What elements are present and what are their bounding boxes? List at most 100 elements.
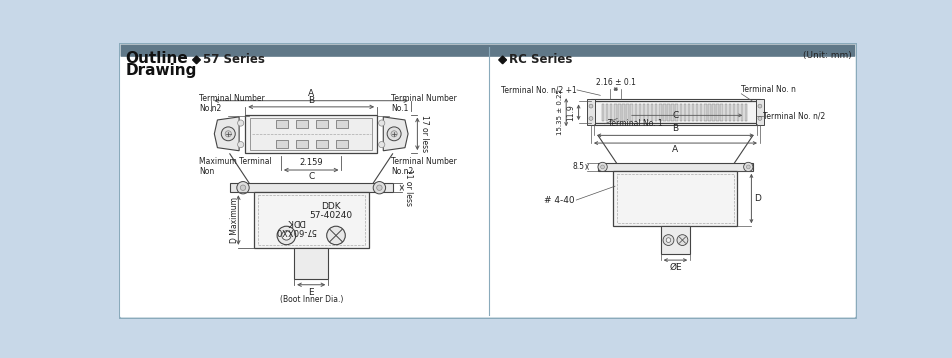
Text: D: D xyxy=(755,194,762,203)
Text: 2.159: 2.159 xyxy=(299,158,323,167)
Bar xyxy=(258,195,365,245)
Text: Terminal No. n: Terminal No. n xyxy=(742,86,796,95)
Bar xyxy=(664,104,665,121)
Circle shape xyxy=(238,120,244,126)
Text: Terminal Number
No.1: Terminal Number No.1 xyxy=(391,94,457,113)
Text: E: E xyxy=(308,288,314,297)
Text: Outline: Outline xyxy=(126,51,188,66)
Text: # 4-40: # 4-40 xyxy=(545,195,575,204)
Text: C: C xyxy=(672,111,679,120)
Bar xyxy=(684,104,686,121)
Bar xyxy=(623,104,625,121)
Bar xyxy=(687,104,690,121)
Bar xyxy=(643,104,645,121)
Text: Terminal Number
No.n2: Terminal Number No.n2 xyxy=(391,157,457,176)
Circle shape xyxy=(240,185,246,190)
Bar xyxy=(692,104,694,121)
Circle shape xyxy=(758,116,762,120)
Bar xyxy=(275,140,288,148)
Bar xyxy=(316,120,328,128)
Circle shape xyxy=(237,182,249,194)
Bar xyxy=(696,104,699,121)
Circle shape xyxy=(589,104,593,108)
Text: B: B xyxy=(308,96,314,105)
Text: Drawing: Drawing xyxy=(126,63,196,78)
Bar xyxy=(594,101,757,123)
Bar xyxy=(635,104,637,121)
Circle shape xyxy=(226,131,231,137)
Bar xyxy=(275,120,288,128)
Bar xyxy=(246,115,377,153)
Text: A: A xyxy=(308,90,314,98)
Bar xyxy=(598,163,753,171)
Bar xyxy=(618,104,621,121)
Bar xyxy=(655,104,658,121)
Text: DDK: DDK xyxy=(287,217,305,226)
Text: B: B xyxy=(672,124,679,133)
Circle shape xyxy=(663,235,674,246)
Circle shape xyxy=(327,226,346,245)
Circle shape xyxy=(601,165,605,169)
Polygon shape xyxy=(384,117,408,151)
Bar xyxy=(651,104,653,121)
Bar xyxy=(708,104,710,121)
Text: 57-40240: 57-40240 xyxy=(309,211,352,220)
Bar xyxy=(316,140,328,148)
Text: 11 or less: 11 or less xyxy=(405,169,413,206)
Circle shape xyxy=(221,127,235,141)
Circle shape xyxy=(391,131,397,137)
Bar xyxy=(336,120,348,128)
Bar xyxy=(733,104,735,121)
Bar xyxy=(745,104,747,121)
Circle shape xyxy=(598,162,607,171)
Bar xyxy=(294,248,328,279)
Bar xyxy=(721,104,723,121)
Bar xyxy=(737,104,740,121)
Bar xyxy=(630,104,633,121)
Bar xyxy=(626,104,629,121)
Polygon shape xyxy=(192,56,200,64)
Circle shape xyxy=(589,116,593,120)
Text: 57-60XX0: 57-60XX0 xyxy=(275,226,316,235)
Bar xyxy=(250,118,372,150)
FancyBboxPatch shape xyxy=(121,44,855,57)
Text: D Maximum: D Maximum xyxy=(230,197,239,243)
Circle shape xyxy=(238,141,244,148)
Bar xyxy=(716,104,719,121)
Text: 17 or less: 17 or less xyxy=(420,115,428,153)
Bar xyxy=(756,99,764,125)
Bar xyxy=(229,183,392,192)
Text: 15.35 ± 0.25: 15.35 ± 0.25 xyxy=(557,90,563,135)
Bar xyxy=(700,104,703,121)
Text: DDK: DDK xyxy=(321,202,341,211)
Bar xyxy=(587,99,595,125)
Bar xyxy=(336,140,348,148)
Text: (Unit: mm): (Unit: mm) xyxy=(803,51,851,60)
Text: 8.5: 8.5 xyxy=(573,163,585,171)
Circle shape xyxy=(746,165,750,169)
Bar xyxy=(610,104,612,121)
Text: A: A xyxy=(672,145,679,154)
Text: (Boot Inner Dia.): (Boot Inner Dia.) xyxy=(280,295,343,304)
Circle shape xyxy=(744,162,753,171)
Circle shape xyxy=(387,127,401,141)
Polygon shape xyxy=(214,117,239,151)
Text: 11.9: 11.9 xyxy=(566,104,575,121)
Bar xyxy=(724,104,727,121)
Text: 57 Series: 57 Series xyxy=(203,53,265,66)
Bar xyxy=(591,99,760,125)
Circle shape xyxy=(379,120,385,126)
Text: Maximum Terminal
Non: Maximum Terminal Non xyxy=(199,157,271,176)
Circle shape xyxy=(373,182,386,194)
Bar xyxy=(667,104,670,121)
Circle shape xyxy=(758,104,762,108)
Bar xyxy=(712,104,715,121)
Text: C: C xyxy=(308,171,314,180)
Bar xyxy=(741,104,744,121)
Text: Terminal No. n/2: Terminal No. n/2 xyxy=(763,112,825,121)
Circle shape xyxy=(277,226,296,245)
Bar xyxy=(728,104,731,121)
Bar xyxy=(680,104,682,121)
FancyBboxPatch shape xyxy=(119,43,857,319)
Text: ØE: ØE xyxy=(669,263,682,272)
